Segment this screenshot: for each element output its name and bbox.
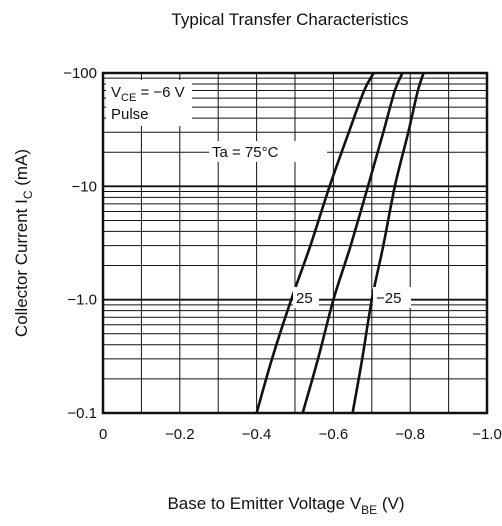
curve-label: 25 (296, 290, 313, 307)
chart-title: Typical Transfer Characteristics (171, 10, 408, 29)
curve-series (255, 72, 375, 414)
y-tick-labels: −0.1 −1.0 −10 −100 (63, 65, 97, 422)
x-tick-label: −0.2 (165, 426, 195, 443)
curves (255, 72, 425, 414)
curve-label-bg (373, 287, 411, 308)
curve-series (301, 72, 404, 414)
y-tick-label: −0.1 (67, 405, 97, 422)
x-tick-label: 0 (99, 426, 107, 443)
x-axis-label: Base to Emitter Voltage VBE (V) (167, 494, 404, 517)
y-tick-label: −10 (72, 178, 97, 195)
curve-series (351, 72, 425, 414)
y-axis-label: Collector Current IC (mA) (12, 149, 35, 337)
y-tick-label: −100 (63, 65, 97, 82)
vce-condition: VCE = −6 V (111, 84, 185, 104)
curve-label: Ta = 75°C (212, 144, 279, 161)
curve-label-bg (293, 287, 319, 308)
x-tick-label: −1.0 (472, 426, 502, 443)
x-tick-label: −0.8 (395, 426, 425, 443)
pulse-condition: Pulse (111, 106, 149, 123)
curve-labels: Ta = 75°C 25 −25 (209, 141, 411, 308)
x-tick-labels: 0 −0.2 −0.4 −0.6 −0.8 −1.0 (99, 426, 502, 443)
plot-grid (103, 73, 487, 413)
curve-label-bg (209, 141, 327, 162)
y-tick-label: −1.0 (67, 292, 97, 309)
x-tick-label: −0.4 (242, 426, 272, 443)
conditions-box-bg (106, 80, 192, 126)
x-tick-label: −0.6 (319, 426, 349, 443)
curve-label: −25 (376, 290, 401, 307)
plot-frame (101, 71, 489, 415)
